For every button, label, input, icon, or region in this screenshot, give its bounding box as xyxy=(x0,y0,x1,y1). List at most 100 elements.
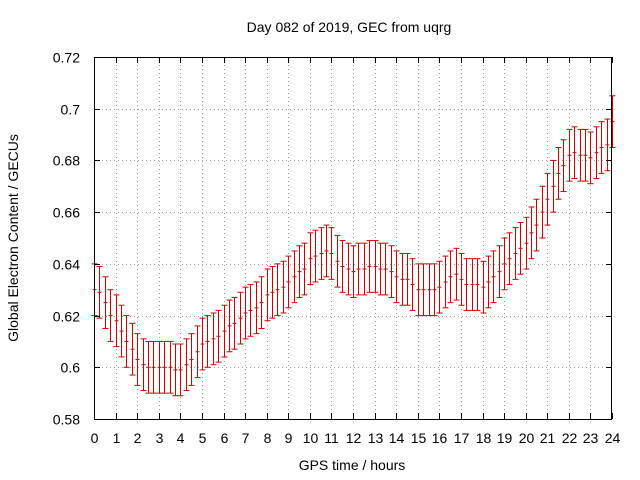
data-point xyxy=(458,253,465,306)
data-point xyxy=(555,147,562,200)
x-tick-label: 20 xyxy=(519,430,535,446)
data-point xyxy=(123,315,130,368)
y-tick-label: 0.64 xyxy=(53,257,80,273)
data-point xyxy=(372,240,379,293)
y-tick-label: 0.66 xyxy=(53,205,80,221)
data-point xyxy=(453,247,460,301)
data-point xyxy=(355,242,362,296)
data-point xyxy=(177,343,184,397)
x-tick-label: 9 xyxy=(285,430,293,446)
x-tick-label: 21 xyxy=(540,430,556,446)
data-point xyxy=(582,128,589,182)
data-point xyxy=(431,263,438,317)
data-point xyxy=(118,304,125,358)
data-point xyxy=(247,284,254,337)
data-point xyxy=(318,227,325,280)
data-point xyxy=(188,333,195,386)
data-point xyxy=(496,245,503,298)
x-tick-label: 22 xyxy=(562,430,578,446)
y-tick-label: 0.6 xyxy=(61,360,81,376)
x-tick-label: 14 xyxy=(389,430,405,446)
data-point xyxy=(485,255,492,309)
data-point xyxy=(150,340,157,394)
data-point xyxy=(291,250,298,304)
x-axis-label: GPS time / hours xyxy=(299,457,406,473)
x-tick-label: 16 xyxy=(432,430,448,446)
x-tick-label: 0 xyxy=(91,430,99,446)
data-point xyxy=(350,245,357,298)
data-point xyxy=(528,206,535,260)
data-point xyxy=(442,255,449,309)
data-point xyxy=(382,242,389,296)
data-point xyxy=(480,260,487,314)
y-tick-label: 0.72 xyxy=(53,50,80,66)
data-point xyxy=(587,131,594,185)
x-tick-label: 10 xyxy=(303,430,319,446)
data-point xyxy=(399,253,406,306)
x-tick-label: 1 xyxy=(113,430,121,446)
data-point xyxy=(420,263,427,317)
data-point xyxy=(550,159,557,213)
y-tick-label: 0.7 xyxy=(61,102,81,118)
y-tick-label: 0.62 xyxy=(53,309,80,325)
data-point xyxy=(204,315,211,368)
x-tick-label: 5 xyxy=(199,430,207,446)
data-point xyxy=(334,234,341,288)
data-point xyxy=(307,232,314,286)
data-point xyxy=(323,224,330,278)
y-axis-label: Global Electron Content / GECUs xyxy=(5,134,21,342)
data-point xyxy=(404,253,411,306)
data-point xyxy=(199,317,206,371)
data-point xyxy=(231,296,238,350)
data-point xyxy=(409,258,416,311)
data-point xyxy=(280,260,287,314)
data-point xyxy=(328,227,335,280)
data-point xyxy=(517,221,524,275)
data-point xyxy=(577,128,584,182)
data-point xyxy=(436,260,443,314)
data-point xyxy=(221,304,228,358)
data-point xyxy=(361,242,368,296)
data-point xyxy=(571,126,578,180)
data-point xyxy=(237,291,244,345)
data-series-gec xyxy=(91,95,616,397)
data-point xyxy=(512,227,519,280)
data-point xyxy=(172,343,179,397)
data-point xyxy=(285,255,292,309)
data-point xyxy=(129,322,136,376)
data-point xyxy=(274,263,281,317)
data-point xyxy=(161,340,168,394)
data-point xyxy=(539,185,546,239)
data-point xyxy=(345,242,352,296)
data-point xyxy=(96,265,103,319)
grid xyxy=(94,57,612,419)
data-point xyxy=(388,245,395,298)
data-point xyxy=(183,338,190,392)
x-tick-label: 19 xyxy=(497,430,513,446)
data-point xyxy=(301,242,308,296)
data-point xyxy=(296,245,303,298)
data-point xyxy=(269,265,276,319)
data-point xyxy=(339,240,346,293)
x-tick-label: 4 xyxy=(177,430,185,446)
data-point xyxy=(156,340,163,394)
data-point xyxy=(598,121,605,174)
data-point xyxy=(210,312,217,366)
x-tick-label: 8 xyxy=(264,430,272,446)
x-tick-label: 24 xyxy=(605,430,621,446)
data-point xyxy=(560,139,567,192)
x-tick-label: 18 xyxy=(476,430,492,446)
x-tick-label: 7 xyxy=(242,430,250,446)
data-point xyxy=(134,333,141,386)
data-point xyxy=(523,216,530,270)
data-point xyxy=(501,237,508,291)
x-tick-label: 3 xyxy=(156,430,164,446)
x-tick-label: 17 xyxy=(454,430,470,446)
data-point xyxy=(377,242,384,296)
x-tick-label: 6 xyxy=(221,430,229,446)
data-point xyxy=(604,118,611,172)
x-tick-label: 23 xyxy=(583,430,599,446)
data-point xyxy=(506,232,513,286)
data-point xyxy=(167,340,174,394)
